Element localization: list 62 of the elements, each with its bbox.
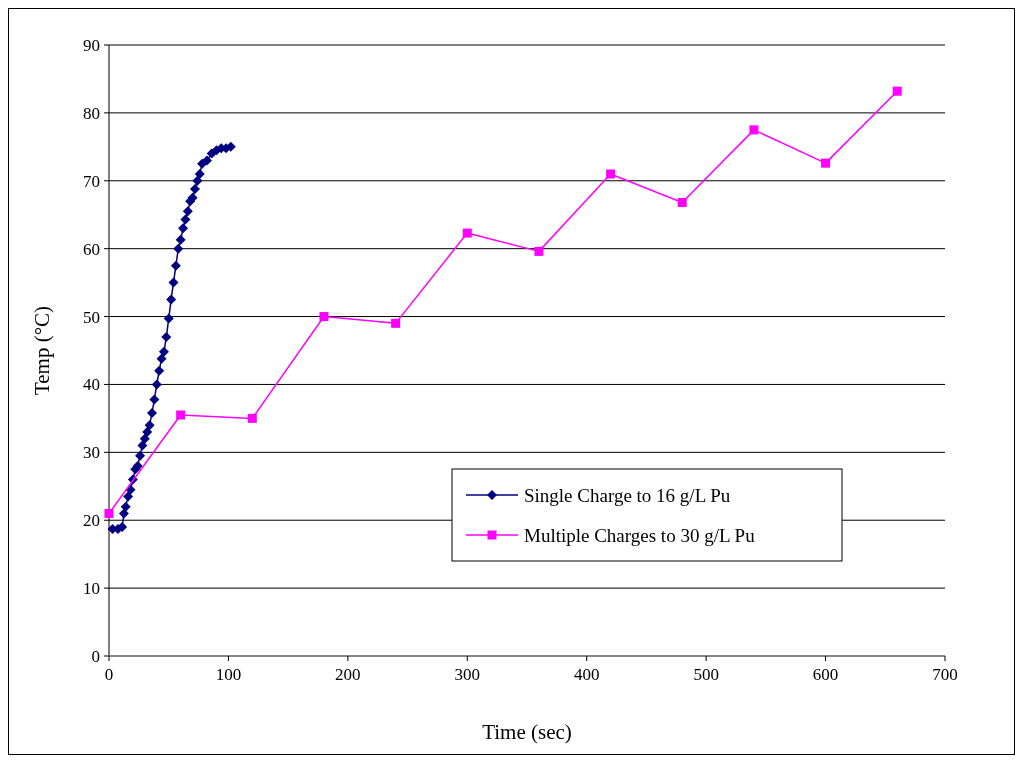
- x-tick-label: 300: [454, 665, 481, 684]
- point: [161, 331, 172, 342]
- point: [391, 318, 401, 328]
- point: [176, 410, 186, 420]
- point: [319, 312, 329, 322]
- x-axis-title: Time (sec): [482, 720, 572, 744]
- y-tick-label: 0: [91, 646, 100, 666]
- point: [156, 353, 167, 364]
- point: [749, 125, 759, 135]
- y-tick-label: 60: [83, 239, 100, 259]
- y-tick-label: 40: [83, 375, 100, 395]
- y-tick-label: 10: [83, 579, 100, 599]
- point: [137, 440, 148, 451]
- point: [194, 168, 205, 179]
- point: [892, 86, 902, 96]
- point: [247, 413, 257, 423]
- point: [151, 379, 162, 390]
- point: [158, 346, 169, 357]
- point: [163, 313, 174, 324]
- y-tick-label: 80: [83, 103, 100, 123]
- point: [149, 394, 160, 405]
- point: [146, 407, 157, 418]
- point: [166, 294, 177, 305]
- y-axis-title: Temp (°C): [30, 305, 54, 396]
- point: [201, 155, 212, 166]
- point: [173, 243, 184, 254]
- y-tick-label: 50: [83, 307, 100, 327]
- point: [180, 214, 191, 225]
- y-tick-label: 30: [83, 443, 100, 463]
- point: [154, 365, 165, 376]
- y-tick-label: 90: [83, 35, 100, 55]
- y-tick-label: 20: [83, 511, 100, 531]
- point: [120, 501, 131, 512]
- point: [142, 426, 153, 437]
- point: [118, 508, 129, 519]
- point: [170, 260, 181, 271]
- x-tick-label: 700: [932, 665, 958, 684]
- point: [189, 183, 200, 194]
- point: [144, 420, 155, 431]
- x-tick-label: 500: [693, 665, 719, 684]
- point: [135, 450, 146, 461]
- x-tick-label: 0: [104, 665, 114, 684]
- point: [534, 246, 544, 256]
- point: [125, 484, 136, 495]
- point: [178, 223, 189, 234]
- point: [182, 206, 193, 217]
- point: [677, 198, 687, 207]
- point: [462, 228, 472, 238]
- point: [139, 433, 150, 444]
- point: [606, 169, 616, 179]
- point: [168, 277, 179, 288]
- legend-label: Single Charge to 16 g/L Pu: [524, 484, 731, 506]
- y-tick-label: 70: [83, 171, 100, 191]
- x-tick-label: 200: [335, 665, 361, 684]
- legend-label: Multiple Charges to 30 g/L Pu: [524, 524, 756, 546]
- point: [132, 460, 143, 471]
- x-tick-label: 600: [812, 665, 839, 684]
- point: [821, 158, 831, 168]
- x-tick-label: 100: [215, 665, 242, 684]
- x-tick-label: 400: [573, 665, 600, 684]
- point: [175, 234, 186, 245]
- point: [192, 175, 203, 186]
